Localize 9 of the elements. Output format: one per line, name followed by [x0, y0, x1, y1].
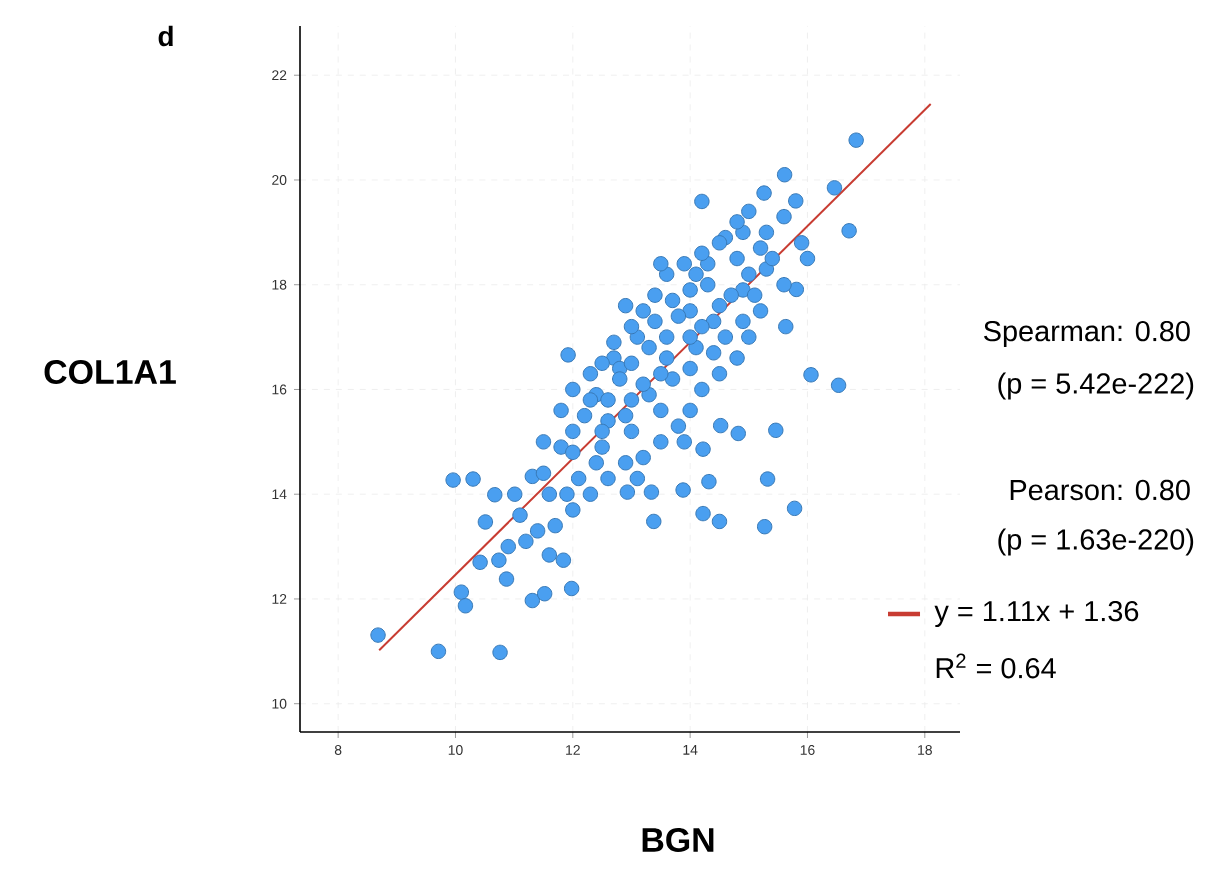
legend-label: y = 1.11x + 1.36 [934, 600, 1139, 628]
annotation: R$^{2}$ = 0.64 [936, 653, 1056, 679]
text: Spearman: 0.80 [984, 320, 1190, 348]
text: Pearson: 0.80 [1010, 479, 1190, 501]
text: (p = 1.63e-220) [998, 528, 1194, 556]
text: (p = 5.42e-222) [998, 372, 1194, 400]
text: d [158, 25, 173, 47]
y-axis-title: COL1A1 [44, 360, 176, 384]
x-axis-title: BGN [642, 828, 714, 852]
